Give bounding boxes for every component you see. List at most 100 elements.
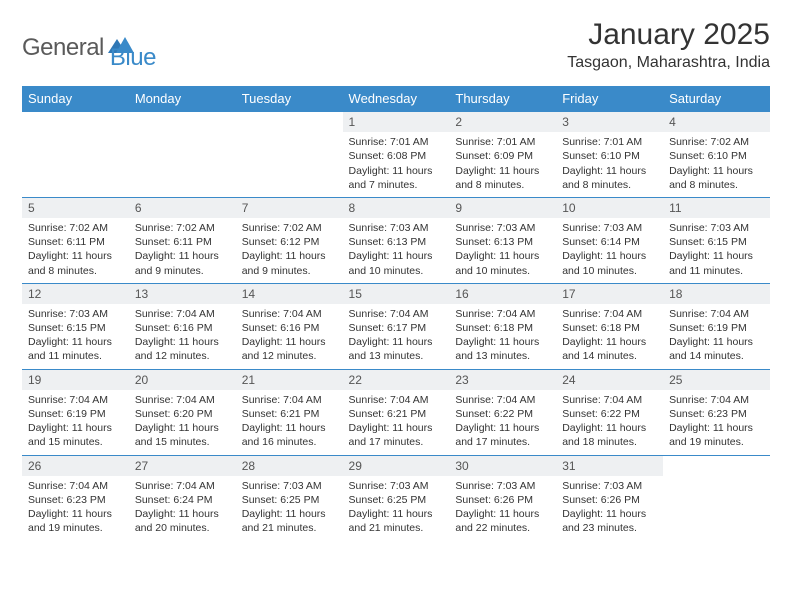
sunset-line: Sunset: 6:11 PM: [28, 236, 105, 248]
day-number-cell: 7: [236, 197, 343, 218]
day-content-cell: Sunrise: 7:04 AMSunset: 6:24 PMDaylight:…: [129, 476, 236, 541]
daylight-line: Daylight: 11 hours and 20 minutes.: [135, 508, 219, 534]
day-number-cell: 23: [449, 369, 556, 390]
header: General Blue January 2025 Tasgaon, Mahar…: [22, 18, 770, 72]
day-content-cell: Sunrise: 7:04 AMSunset: 6:18 PMDaylight:…: [556, 304, 663, 369]
day-content-cell: Sunrise: 7:03 AMSunset: 6:25 PMDaylight:…: [236, 476, 343, 541]
daynum-row: 1234: [22, 112, 770, 133]
sunset-line: Sunset: 6:22 PM: [455, 408, 533, 420]
daylight-line: Daylight: 11 hours and 10 minutes.: [455, 250, 539, 276]
weekday-header: Thursday: [449, 86, 556, 112]
day-content-cell: Sunrise: 7:04 AM Sunset: 6:22 PM Daylight:…: [449, 390, 556, 455]
sunset-line: Sunset: 6:13 PM: [455, 236, 533, 248]
weekday-header-row: Sunday Monday Tuesday Wednesday Thursday…: [22, 86, 770, 112]
day-number-cell: [22, 112, 129, 133]
sunset-line: Sunset: 6:22 PM: [562, 408, 640, 420]
sunset-line: Sunset: 6:23 PM: [28, 494, 106, 506]
day-number-cell: 9: [449, 197, 556, 218]
sunrise-line: Sunrise: 7:03 AM: [562, 222, 642, 234]
daynum-row: 262728293031: [22, 455, 770, 476]
day-number-cell: 20: [129, 369, 236, 390]
day-content-cell: Sunrise: 7:03 AMSunset: 6:25 PMDaylight:…: [343, 476, 450, 541]
sunset-line: Sunset: 6:19 PM: [669, 322, 747, 334]
daylight-line: Daylight: 11 hours and 21 minutes.: [349, 508, 433, 534]
sunrise-line: Sunrise: 7:03 AM: [562, 480, 642, 492]
day-content-cell: Sunrise: 7:03 AMSunset: 6:13 PMDaylight:…: [343, 218, 450, 283]
sunrise-line: Sunrise: 7:01 AM: [455, 136, 535, 148]
day-number-cell: 29: [343, 455, 450, 476]
day-number-cell: 2: [449, 112, 556, 133]
day-content-cell: Sunrise: 7:01 AMSunset: 6:08 PMDaylight:…: [343, 132, 450, 197]
sunrise-line: Sunrise: 7:04 AM: [562, 394, 642, 406]
daylight-line: Daylight: 11 hours and 18 minutes.: [562, 422, 646, 448]
daylight-line: Daylight: 11 hours and 19 minutes.: [669, 422, 753, 448]
day-content-row: Sunrise: 7:04 AMSunset: 6:19 PMDaylight:…: [22, 390, 770, 455]
daylight-line: Daylight: 11 hours and 10 minutes.: [562, 250, 646, 276]
weekday-header: Friday: [556, 86, 663, 112]
daylight-line: Daylight: 11 hours and 7 minutes.: [349, 165, 433, 191]
daylight-line: Daylight: 11 hours and 10 minutes.: [349, 250, 433, 276]
sunset-line: Sunset: 6:18 PM: [562, 322, 640, 334]
sunset-line: Sunset: 6:15 PM: [28, 322, 106, 334]
logo-text-general: General: [22, 34, 104, 62]
day-number-cell: 24: [556, 369, 663, 390]
day-content-cell: Sunrise: 7:02 AMSunset: 6:10 PMDaylight:…: [663, 132, 770, 197]
daylight-line: Daylight: 11 hours and 12 minutes.: [242, 336, 326, 362]
day-number-cell: 14: [236, 283, 343, 304]
sunset-line: Sunset: 6:25 PM: [242, 494, 320, 506]
sunrise-line: Sunrise: 7:04 AM: [349, 394, 429, 406]
sunset-line: Sunset: 6:21 PM: [349, 408, 427, 420]
day-content-cell: Sunrise: 7:04 AMSunset: 6:18 PMDaylight:…: [449, 304, 556, 369]
day-number-cell: 30: [449, 455, 556, 476]
sunset-line: Sunset: 6:16 PM: [242, 322, 320, 334]
daylight-line: Daylight: 11 hours and 22 minutes.: [455, 508, 539, 534]
day-content-cell: Sunrise: 7:04 AMSunset: 6:21 PMDaylight:…: [236, 390, 343, 455]
weekday-header: Tuesday: [236, 86, 343, 112]
day-content-cell: Sunrise: 7:04 AMSunset: 6:23 PMDaylight:…: [22, 476, 129, 541]
day-number-cell: [129, 112, 236, 133]
sunset-line: Sunset: 6:15 PM: [669, 236, 747, 248]
sunrise-line: Sunrise: 7:04 AM: [135, 308, 215, 320]
sunrise-line: Sunrise: 7:04 AM: [669, 394, 749, 406]
day-number-cell: 1: [343, 112, 450, 133]
day-number-cell: 28: [236, 455, 343, 476]
day-number-cell: 13: [129, 283, 236, 304]
day-content-cell: Sunrise: 7:01 AMSunset: 6:10 PMDaylight:…: [556, 132, 663, 197]
daylight-line: Daylight: 11 hours and 12 minutes.: [135, 336, 219, 362]
day-number-cell: [236, 112, 343, 133]
sunrise-line: Sunrise: 7:04 AM: [455, 394, 535, 406]
day-content-cell: Sunrise: 7:04 AMSunset: 6:21 PMDaylight:…: [343, 390, 450, 455]
sunrise-line: Sunrise: 7:04 AM: [28, 480, 108, 492]
day-number-cell: 17: [556, 283, 663, 304]
day-content-cell: Sunrise: 7:02 AMSunset: 6:11 PMDaylight:…: [22, 218, 129, 283]
sunset-line: Sunset: 6:09 PM: [455, 150, 533, 162]
sunset-line: Sunset: 6:26 PM: [455, 494, 533, 506]
logo-text-blue: Blue: [110, 44, 156, 71]
day-number-cell: 8: [343, 197, 450, 218]
day-number-cell: 25: [663, 369, 770, 390]
day-content-cell: Sunrise: 7:04 AMSunset: 6:20 PMDaylight:…: [129, 390, 236, 455]
day-content-cell: Sunrise: 7:04 AMSunset: 6:19 PMDaylight:…: [663, 304, 770, 369]
daynum-row: 12131415161718: [22, 283, 770, 304]
sunrise-line: Sunrise: 7:01 AM: [562, 136, 642, 148]
daylight-line: Daylight: 11 hours and 23 minutes.: [562, 508, 646, 534]
sunrise-line: Sunrise: 7:04 AM: [455, 308, 535, 320]
sunset-line: Sunset: 6:23 PM: [669, 408, 747, 420]
sunrise-line: Sunrise: 7:02 AM: [242, 222, 322, 234]
day-content-cell: Sunrise: 7:03 AMSunset: 6:26 PMDaylight:…: [556, 476, 663, 541]
sunrise-line: Sunrise: 7:04 AM: [135, 480, 215, 492]
sunset-line: Sunset: 6:08 PM: [349, 150, 427, 162]
daylight-line: Daylight: 11 hours and 8 minutes.: [562, 165, 646, 191]
day-number-cell: 15: [343, 283, 450, 304]
daylight-line: Daylight: 11 hours and 21 minutes.: [242, 508, 326, 534]
sunset-line: Sunset: 6:21 PM: [242, 408, 320, 420]
sunset-line: Sunset: 6:16 PM: [135, 322, 213, 334]
daylight-line: Daylight: 11 hours and 17 minutes.: [455, 422, 539, 448]
day-content-cell: [129, 132, 236, 197]
calendar-body: 1234Sunrise: 7:01 AMSunset: 6:08 PMDayli…: [22, 112, 770, 541]
daylight-line: Daylight: 11 hours and 13 minutes.: [349, 336, 433, 362]
sunset-line: Sunset: 6:11 PM: [135, 236, 212, 248]
weekday-header: Monday: [129, 86, 236, 112]
day-number-cell: 12: [22, 283, 129, 304]
daylight-line: Daylight: 11 hours and 11 minutes.: [28, 336, 112, 362]
